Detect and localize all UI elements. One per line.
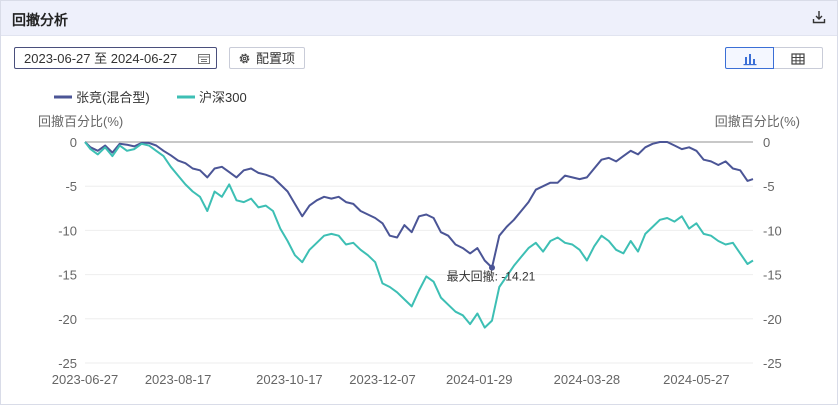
- x-tick-label: 2023-12-07: [349, 372, 416, 387]
- y-tick-label-right: 0: [763, 135, 770, 150]
- drawdown-chart: 张竞(混合型) 沪深300 回撤百分比(%) 回撤百分比(%) 0 -5 -10 -1…: [38, 90, 800, 387]
- config-label: 配置项: [256, 51, 296, 66]
- y-ticks-left: 0 -5 -10 -15 -20 -25: [58, 135, 77, 371]
- gear-icon: [239, 53, 250, 64]
- max-drawdown-label: 最大回撤: -14.21: [447, 269, 536, 284]
- y-tick-label-right: -5: [763, 179, 775, 194]
- date-range-picker[interactable]: 2023-06-27 至 2024-06-27: [14, 47, 217, 69]
- panel-header: 回撤分析: [1, 1, 837, 36]
- series-lines: [84, 141, 754, 329]
- download-icon[interactable]: [812, 10, 826, 24]
- y-axis-label-left: 回撤百分比(%): [38, 114, 123, 129]
- x-tick-label: 2024-05-27: [663, 372, 730, 387]
- y-tick-label-right: -20: [763, 312, 782, 327]
- x-tick-label: 2023-10-17: [256, 372, 323, 387]
- y-tick-label-left: -5: [65, 179, 77, 194]
- date-range-text: 2023-06-27 至 2024-06-27: [24, 51, 178, 66]
- y-tick-label-right: -10: [763, 223, 782, 238]
- y-ticks-right: 0 -5 -10 -15 -20 -25: [763, 135, 782, 371]
- y-axis-label-right: 回撤百分比(%): [715, 114, 800, 129]
- y-tick-label-left: -15: [58, 268, 77, 283]
- x-tick-label: 2024-01-29: [446, 372, 513, 387]
- legend-label-index: 沪深300: [199, 90, 247, 105]
- legend-label-fund: 张竞(混合型): [76, 90, 150, 105]
- max-drawdown-point: [489, 264, 496, 271]
- config-button[interactable]: 配置项: [229, 47, 305, 69]
- x-ticks: 2023-06-27 2023-08-17 2023-10-17 2023-12-07…: [52, 372, 730, 387]
- legend-item-index[interactable]: 沪深300: [177, 90, 247, 105]
- grid: [85, 141, 753, 364]
- y-tick-label-left: -10: [58, 223, 77, 238]
- max-drawdown-annotation: 最大回撤: -14.21: [447, 264, 536, 284]
- legend-item-fund[interactable]: 张竞(混合型): [54, 90, 150, 105]
- series-line-fund: [84, 141, 754, 269]
- calendar-icon: [198, 54, 210, 64]
- y-tick-label-left: -20: [58, 312, 77, 327]
- table-view-button[interactable]: [774, 47, 823, 69]
- view-toggle: [725, 47, 823, 69]
- chart-view-button[interactable]: [725, 47, 774, 69]
- bar-chart-icon: [743, 54, 757, 66]
- series-line-index: [84, 141, 754, 329]
- x-tick-label: 2023-06-27: [52, 372, 119, 387]
- x-tick-label: 2024-03-28: [554, 372, 621, 387]
- y-tick-label-left: -25: [58, 356, 77, 371]
- legend: 张竞(混合型) 沪深300: [54, 90, 247, 105]
- y-tick-label-right: -15: [763, 268, 782, 283]
- panel-title: 回撤分析: [12, 12, 68, 28]
- y-tick-label-left: 0: [70, 135, 77, 150]
- table-icon: [791, 53, 805, 65]
- x-tick-label: 2023-08-17: [145, 372, 212, 387]
- y-tick-label-right: -25: [763, 356, 782, 371]
